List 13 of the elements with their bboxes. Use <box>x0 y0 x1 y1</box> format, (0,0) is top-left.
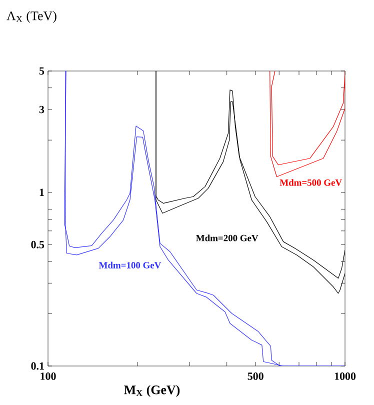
y-tick-label: 0.1 <box>31 362 44 370</box>
series-label: Mdm=100 GeV <box>98 262 162 268</box>
y-axis-title: Λ$_{X}$ (TeV) <box>6 11 56 23</box>
x-axis-title: M$_{X}$ (GeV) <box>124 385 180 397</box>
x-tick-label: 100 <box>40 372 56 380</box>
y-tick-label: 1 <box>40 188 44 196</box>
x-tick-label: 500 <box>248 372 264 380</box>
y-tick-label: 0.5 <box>31 240 44 248</box>
y-tick-label: 5 <box>39 67 44 75</box>
series-label: Mdm=200 GeV <box>196 234 258 242</box>
y-tick-label: 3 <box>39 106 44 114</box>
series-label: Mdm=500 GeV <box>280 179 342 186</box>
x-tick-label: 1000 <box>334 372 356 380</box>
